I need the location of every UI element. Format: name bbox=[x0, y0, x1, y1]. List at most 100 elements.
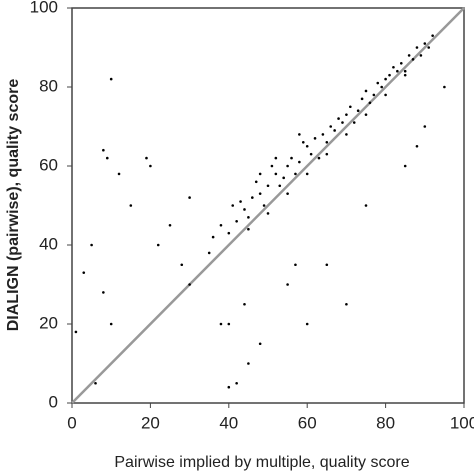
point bbox=[349, 105, 352, 109]
y-tick-label: 60 bbox=[39, 155, 58, 174]
point bbox=[188, 283, 191, 286]
point bbox=[368, 101, 372, 105]
point bbox=[180, 263, 184, 267]
point bbox=[227, 231, 231, 235]
point bbox=[345, 113, 348, 116]
x-tick-label: 60 bbox=[298, 413, 317, 432]
point bbox=[380, 85, 383, 89]
point bbox=[211, 235, 215, 239]
point bbox=[317, 156, 321, 160]
point bbox=[325, 141, 329, 144]
point bbox=[407, 54, 411, 57]
point bbox=[270, 164, 274, 168]
point bbox=[109, 322, 113, 326]
x-tick-label: 80 bbox=[376, 413, 395, 432]
point bbox=[388, 73, 391, 77]
point bbox=[102, 148, 105, 152]
x-tick-label: 100 bbox=[450, 413, 474, 432]
point bbox=[286, 164, 289, 168]
point bbox=[102, 291, 105, 294]
point bbox=[247, 362, 250, 365]
plot-frame bbox=[71, 7, 465, 404]
point bbox=[258, 192, 262, 195]
point bbox=[266, 212, 270, 215]
point bbox=[90, 243, 93, 247]
x-tick-label: 0 bbox=[67, 413, 76, 432]
point bbox=[403, 73, 407, 77]
point bbox=[427, 46, 431, 49]
y-tick-label: 40 bbox=[39, 234, 58, 253]
point bbox=[403, 164, 407, 168]
point bbox=[360, 97, 364, 101]
point bbox=[294, 172, 297, 176]
point bbox=[321, 133, 325, 136]
point bbox=[305, 144, 309, 148]
point bbox=[227, 385, 231, 389]
point bbox=[219, 322, 223, 326]
point bbox=[282, 176, 285, 180]
y-tick-label: 80 bbox=[39, 76, 58, 95]
point bbox=[94, 381, 97, 385]
point bbox=[352, 121, 356, 124]
point bbox=[325, 263, 329, 267]
point bbox=[290, 156, 293, 160]
point bbox=[411, 58, 415, 61]
point bbox=[301, 141, 305, 144]
point bbox=[117, 172, 121, 176]
point bbox=[423, 125, 427, 128]
point bbox=[325, 152, 329, 156]
point bbox=[384, 77, 387, 81]
point bbox=[109, 77, 113, 81]
point bbox=[294, 263, 297, 267]
point bbox=[384, 93, 387, 97]
point bbox=[341, 121, 344, 124]
point bbox=[345, 302, 348, 306]
identity-line bbox=[71, 7, 465, 404]
point bbox=[274, 172, 278, 176]
point bbox=[105, 156, 109, 160]
point bbox=[243, 208, 246, 211]
point bbox=[266, 184, 270, 188]
x-tick-label: 40 bbox=[219, 413, 238, 432]
point bbox=[243, 302, 246, 306]
point bbox=[188, 196, 191, 199]
point bbox=[329, 125, 333, 128]
x-tick-label: 20 bbox=[141, 413, 160, 432]
point bbox=[258, 342, 262, 346]
point bbox=[396, 69, 399, 73]
y-axis-label: DIALIGN (pairwise), quality score bbox=[5, 79, 22, 332]
point bbox=[239, 200, 242, 203]
point bbox=[415, 46, 419, 49]
point bbox=[278, 184, 282, 188]
point bbox=[82, 271, 86, 274]
point bbox=[129, 204, 133, 207]
point bbox=[415, 144, 419, 148]
point bbox=[286, 283, 289, 286]
x-axis-label: Pairwise implied by multiple, quality sc… bbox=[114, 454, 409, 471]
point bbox=[399, 62, 403, 65]
point bbox=[443, 85, 446, 89]
point bbox=[305, 172, 309, 176]
point bbox=[235, 381, 238, 385]
point bbox=[337, 117, 340, 120]
point bbox=[254, 180, 258, 184]
point bbox=[333, 129, 336, 132]
point bbox=[247, 227, 250, 231]
point bbox=[345, 133, 348, 136]
point bbox=[356, 109, 360, 112]
point bbox=[156, 243, 160, 247]
point bbox=[313, 137, 317, 140]
point bbox=[258, 172, 262, 176]
point bbox=[298, 160, 301, 164]
point bbox=[364, 204, 368, 207]
point bbox=[235, 220, 238, 223]
point bbox=[74, 330, 78, 334]
y-tick-label: 20 bbox=[39, 313, 58, 332]
point bbox=[392, 65, 395, 69]
point bbox=[309, 152, 313, 156]
point bbox=[227, 322, 231, 326]
point bbox=[149, 164, 152, 168]
point bbox=[423, 42, 427, 45]
point bbox=[403, 69, 407, 73]
